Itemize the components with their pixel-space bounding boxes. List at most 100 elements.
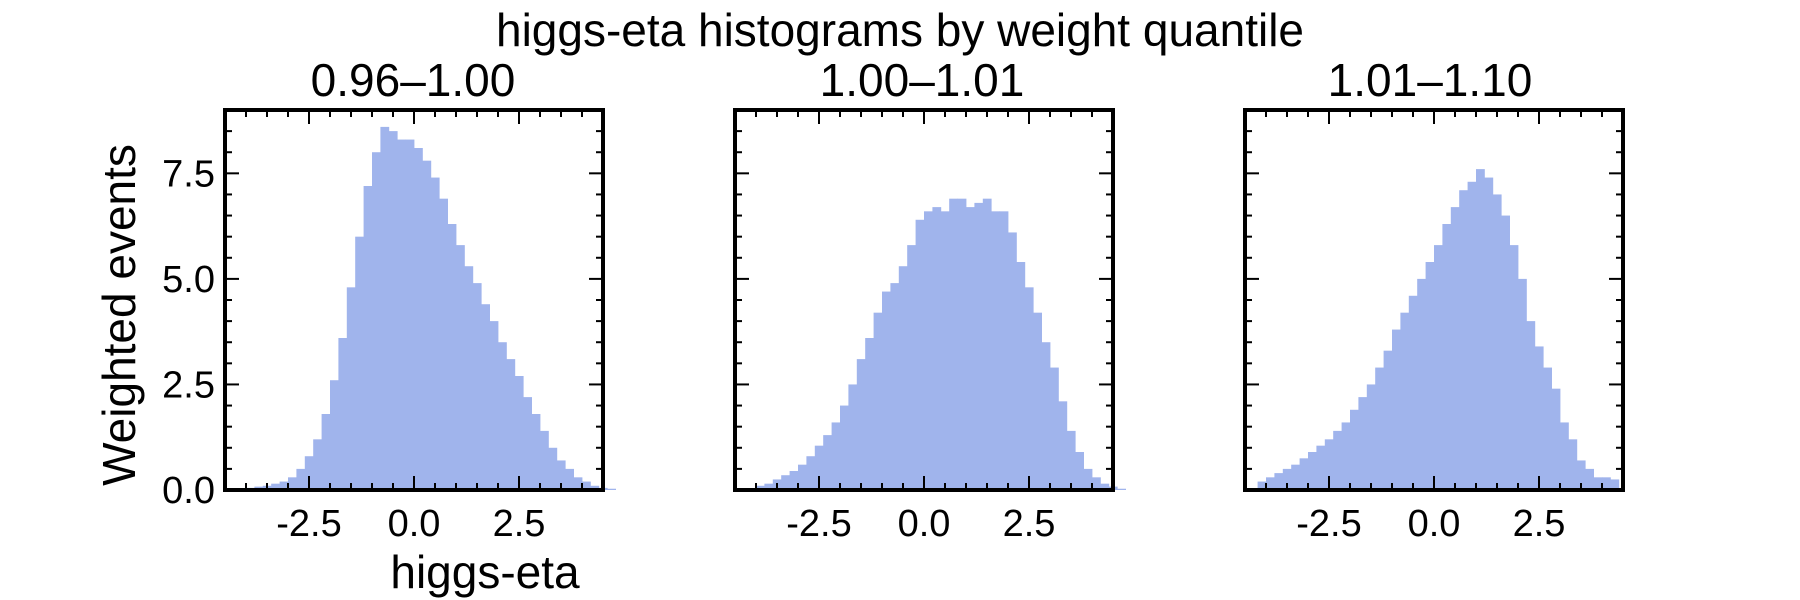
- histogram-bar: [831, 422, 841, 490]
- x-tick-label: 0.0: [1408, 503, 1461, 545]
- histogram-bar: [355, 236, 364, 490]
- histogram-bar: [489, 321, 499, 490]
- histogram-bar: [1434, 245, 1443, 490]
- histogram-bar: [1257, 481, 1267, 490]
- histogram-bar: [1450, 207, 1460, 491]
- histogram-bar: [1392, 329, 1401, 490]
- histogram-bar: [932, 207, 942, 491]
- histogram-bar: [321, 414, 331, 490]
- x-tick-label: 0.0: [388, 503, 441, 545]
- histogram-bar: [506, 359, 516, 490]
- histogram-bar: [848, 384, 858, 490]
- panel-2-title: 1.00–1.01: [820, 54, 1025, 106]
- histogram-bar: [1117, 488, 1126, 490]
- histogram-bar: [523, 397, 532, 490]
- histogram-bar: [856, 359, 866, 490]
- histogram-bars: [1257, 169, 1620, 491]
- histogram-bar: [907, 245, 916, 490]
- x-tick-label: 2.5: [493, 503, 546, 545]
- histogram-bar: [991, 211, 1000, 490]
- y-tick-label: 2.5: [162, 364, 215, 406]
- histogram-bar: [288, 477, 297, 490]
- histogram-bar: [1459, 190, 1468, 490]
- histogram-bar: [999, 211, 1009, 490]
- histogram-bar: [1484, 177, 1494, 490]
- histogram-bar: [882, 291, 891, 490]
- histogram-bar: [1560, 422, 1569, 490]
- x-tick-label: -2.5: [786, 503, 851, 545]
- histogram-bar: [1100, 483, 1110, 490]
- histogram-bar: [1518, 278, 1527, 490]
- histogram-bar: [1341, 422, 1351, 490]
- histogram-bar: [798, 464, 807, 490]
- x-tick-label: -2.5: [276, 503, 341, 545]
- x-tick-label: 2.5: [1513, 503, 1566, 545]
- histogram-bar: [1593, 477, 1603, 490]
- histogram-bar: [279, 481, 289, 490]
- histogram-bar: [1568, 439, 1578, 490]
- histogram-bar: [1350, 409, 1359, 490]
- histogram-bar: [1425, 262, 1435, 490]
- histogram-bar: [1467, 181, 1477, 490]
- histogram-bar: [1274, 473, 1284, 490]
- histogram-bar: [582, 481, 591, 490]
- histogram-bar: [556, 460, 566, 490]
- histogram-bar: [607, 488, 616, 490]
- x-tick-label: -2.5: [1296, 503, 1361, 545]
- histogram-bar: [296, 468, 306, 490]
- histogram-bar: [898, 266, 908, 490]
- histogram-bar: [1299, 458, 1309, 490]
- axes-frame: [1243, 108, 1625, 492]
- histogram-bar: [1442, 224, 1452, 490]
- histogram-bar: [338, 338, 348, 490]
- histogram-bar: [890, 283, 900, 490]
- panel-2: 1.00–1.01 -2.5 0.0 2.5: [733, 54, 1126, 545]
- y-tick-label: 0.0: [162, 470, 215, 512]
- histogram-bar: [823, 435, 832, 490]
- panel-1: 0.96–1.00 -2.5 0.0 2.5 0.0 2.5 5.0 7.5: [162, 54, 616, 545]
- histogram-bar: [1509, 245, 1519, 490]
- histogram-bar: [363, 186, 373, 490]
- histogram-bar: [974, 202, 984, 490]
- histogram-bar: [1333, 430, 1342, 490]
- x-axis-label: higgs-eta: [390, 546, 580, 598]
- histogram-bar: [873, 312, 883, 490]
- histogram-bar: [439, 198, 448, 491]
- histogram-bar: [1291, 464, 1300, 490]
- histogram-bar: [1075, 452, 1084, 490]
- histogram-bar: [1551, 388, 1561, 490]
- histogram-bar: [781, 475, 790, 490]
- histogram-bar: [430, 177, 440, 490]
- histogram-bar: [957, 198, 967, 491]
- histogram-bar: [346, 287, 356, 490]
- histogram-bar: [498, 342, 507, 490]
- histogram-bar: [1543, 367, 1552, 490]
- histogram-bar: [1041, 342, 1051, 490]
- histogram-bar: [915, 219, 925, 490]
- histogram-bar: [1400, 312, 1410, 490]
- histogram-bar: [1526, 321, 1536, 490]
- histogram-bar: [531, 414, 541, 490]
- histogram-bar: [1066, 430, 1076, 490]
- y-tick-label: 7.5: [162, 153, 215, 195]
- panel-1-title: 0.96–1.00: [311, 54, 516, 106]
- histogram-bar: [1610, 479, 1620, 490]
- histogram-bar: [514, 376, 524, 490]
- histogram-bar: [372, 152, 381, 490]
- histogram-bar: [789, 471, 799, 490]
- x-tick-label: 2.5: [1003, 503, 1056, 545]
- histogram-bar: [1050, 367, 1059, 490]
- histogram-bar: [540, 430, 549, 490]
- histogram-bar: [1358, 397, 1368, 490]
- histogram-bar: [1383, 350, 1393, 490]
- histogram-bar: [330, 380, 339, 490]
- histogram-bar: [464, 266, 474, 490]
- histogram-bar: [764, 483, 774, 490]
- histogram-bar: [304, 456, 314, 490]
- histogram-bar: [814, 445, 824, 490]
- histogram-bar: [1033, 312, 1042, 490]
- axes-frame: [733, 108, 1115, 492]
- y-tick-label: 5.0: [162, 259, 215, 301]
- histogram-bar: [590, 485, 600, 490]
